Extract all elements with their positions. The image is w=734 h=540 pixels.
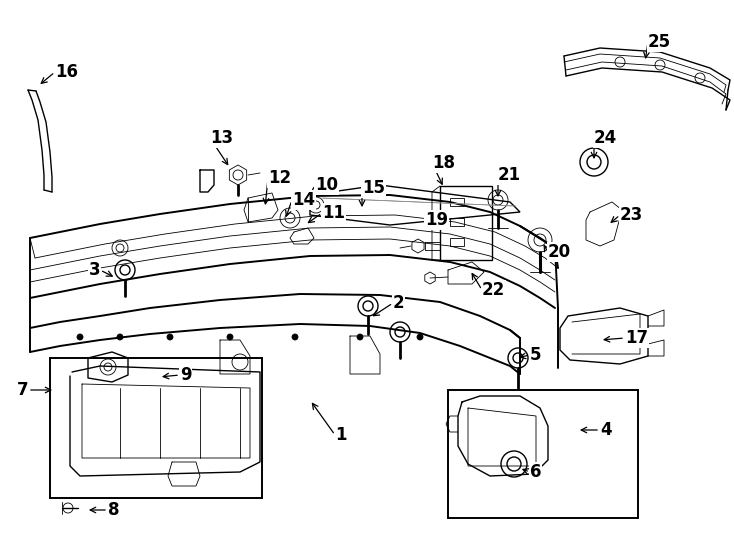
- Text: 18: 18: [432, 154, 455, 172]
- Circle shape: [357, 334, 363, 340]
- Text: 16: 16: [55, 63, 78, 81]
- Text: 5: 5: [530, 346, 542, 364]
- Bar: [448, 390, 638, 518]
- Circle shape: [167, 334, 173, 340]
- Text: 12: 12: [268, 169, 291, 187]
- Text: 19: 19: [425, 211, 448, 229]
- Text: 7: 7: [16, 381, 28, 399]
- Text: 9: 9: [180, 366, 192, 384]
- Text: 6: 6: [530, 463, 542, 481]
- Text: 20: 20: [548, 243, 571, 261]
- Circle shape: [292, 334, 298, 340]
- Text: 22: 22: [482, 281, 505, 299]
- Circle shape: [417, 334, 423, 340]
- Text: 1: 1: [335, 426, 346, 444]
- Bar: [450, 218, 464, 226]
- Text: 13: 13: [210, 129, 233, 147]
- Bar: [440, 186, 492, 260]
- Text: 23: 23: [620, 206, 643, 224]
- Circle shape: [227, 334, 233, 340]
- Text: 17: 17: [625, 329, 648, 347]
- Text: 14: 14: [292, 191, 315, 209]
- Text: 8: 8: [108, 501, 120, 519]
- Circle shape: [77, 334, 83, 340]
- Bar: [450, 238, 464, 246]
- Text: 11: 11: [322, 204, 345, 222]
- Text: 2: 2: [393, 294, 404, 312]
- Text: 21: 21: [498, 166, 521, 184]
- Text: 15: 15: [362, 179, 385, 197]
- Text: 4: 4: [600, 421, 611, 439]
- Text: 10: 10: [315, 176, 338, 194]
- Text: 3: 3: [88, 261, 100, 279]
- Text: 25: 25: [648, 33, 671, 51]
- Circle shape: [117, 334, 123, 340]
- Bar: [50, 358, 262, 498]
- Bar: [450, 198, 464, 206]
- Text: 24: 24: [594, 129, 617, 147]
